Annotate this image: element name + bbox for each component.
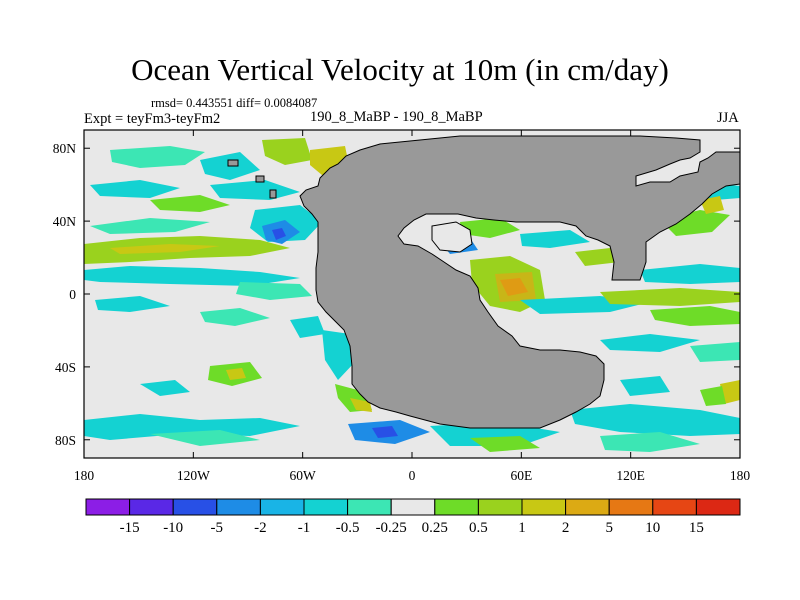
anomaly-patch: [150, 430, 260, 446]
anomaly-patch: [720, 380, 740, 404]
colorbar-label: 10: [645, 520, 660, 536]
anomaly-patch: [495, 272, 536, 302]
colorbar-label: -0.25: [376, 520, 407, 536]
anomaly-patch: [372, 426, 398, 438]
anomaly-patch: [200, 308, 270, 326]
x-tick-label: 60E: [510, 468, 532, 483]
anomaly-patch: [226, 368, 246, 380]
colorbar-swatch: [347, 498, 392, 516]
anomaly-patch: [84, 414, 300, 440]
anomaly-patch: [110, 146, 205, 168]
anomaly-patch: [272, 228, 286, 240]
island: [227, 159, 239, 167]
colorbar-label: 15: [689, 520, 704, 536]
y-tick-label: 80N: [53, 141, 77, 156]
anomaly-patch: [350, 398, 372, 412]
colorbar-label: -15: [120, 520, 140, 536]
anomaly-patch: [470, 436, 540, 452]
anomaly-patch: [690, 342, 740, 362]
anomaly-patch: [322, 330, 355, 380]
anomaly-patch: [210, 180, 300, 200]
season-label: JJA: [717, 110, 739, 126]
colorbar-swatch: [390, 498, 436, 516]
anomaly-patch: [460, 218, 520, 238]
y-tick-label: 40N: [53, 214, 77, 229]
colorbar-swatch: [565, 498, 610, 516]
y-tick-label: 40S: [55, 360, 76, 375]
x-tick-label: 180: [730, 468, 751, 483]
y-tick-label: 80S: [55, 433, 76, 448]
island: [269, 189, 277, 199]
anomaly-patch: [575, 248, 620, 266]
anomaly-patch: [700, 386, 726, 406]
colorbar-swatch: [172, 498, 218, 516]
stats-label: rmsd= 0.443551 diff= 0.0084087: [151, 96, 318, 110]
experiment-label: Expt = teyFm3-teyFm2: [84, 111, 221, 127]
anomaly-patch: [236, 282, 312, 300]
colorbar-label: 2: [562, 520, 570, 536]
anomaly-patch: [290, 316, 325, 338]
x-tick-label: 120W: [177, 468, 210, 483]
anomaly-patch: [600, 334, 700, 352]
anomaly-patch: [150, 195, 230, 212]
colorbar-swatch: [695, 498, 741, 516]
colorbar-label: -10: [163, 520, 183, 536]
anomaly-patch: [110, 244, 220, 254]
x-tick-label: 180: [74, 468, 95, 483]
y-tick-label: 0: [69, 287, 76, 302]
anomaly-patch: [90, 180, 180, 198]
anomaly-patch: [600, 288, 740, 306]
colorbar-label: 0.5: [469, 520, 488, 536]
colorbar-swatch: [652, 498, 697, 516]
colorbar: -15 -10 -5 -2 -1 -0.5 -0.25 0.25 0.5 1 2 5 10 15: [85, 498, 741, 536]
land-mass: [298, 130, 740, 429]
colorbar-swatch: [521, 498, 567, 516]
colorbar-label: 0.25: [422, 520, 448, 536]
anomaly-patch: [570, 404, 740, 436]
colorbar-label: -0.5: [336, 520, 360, 536]
colorbar-label: -2: [254, 520, 267, 536]
colorbar-swatch: [434, 498, 479, 516]
x-tick-label: 60W: [290, 468, 317, 483]
colorbar-swatch: [608, 498, 654, 516]
colorbar-label: -5: [211, 520, 224, 536]
anomaly-patch: [520, 230, 590, 248]
colorbar-swatch: [216, 498, 261, 516]
colorbar-swatch: [303, 498, 349, 516]
figure-title: Ocean Vertical Velocity at 10m (in cm/da…: [131, 52, 669, 87]
anomaly-patch: [140, 380, 190, 396]
center-label: 190_8_MaBP - 190_8_MaBP: [310, 109, 483, 125]
anomaly-patch: [84, 266, 300, 286]
colorbar-swatch: [259, 498, 305, 516]
colorbar-label: 5: [605, 520, 613, 536]
anomaly-patch: [90, 218, 210, 234]
anomaly-patch: [640, 264, 740, 284]
colorbar-swatch: [129, 498, 174, 516]
inland-sea: [431, 221, 473, 253]
velocity-field: [84, 138, 740, 452]
x-axis: 180 120W 60W 0 60E 120E 180: [74, 130, 751, 483]
anomaly-patch: [95, 296, 170, 312]
colorbar-label: -1: [298, 520, 311, 536]
colorbar-label: 1: [518, 520, 526, 536]
y-axis: 80N 40N 0 40S 80S: [53, 141, 740, 448]
island: [255, 175, 265, 183]
colorbar-swatch: [477, 498, 523, 516]
anomaly-patch: [650, 306, 740, 326]
x-tick-label: 120E: [616, 468, 645, 483]
colorbar-swatch: [85, 498, 131, 516]
x-tick-label: 0: [409, 468, 416, 483]
anomaly-patch: [620, 376, 670, 396]
anomaly-patch: [262, 138, 312, 165]
anomaly-patch: [600, 432, 700, 452]
